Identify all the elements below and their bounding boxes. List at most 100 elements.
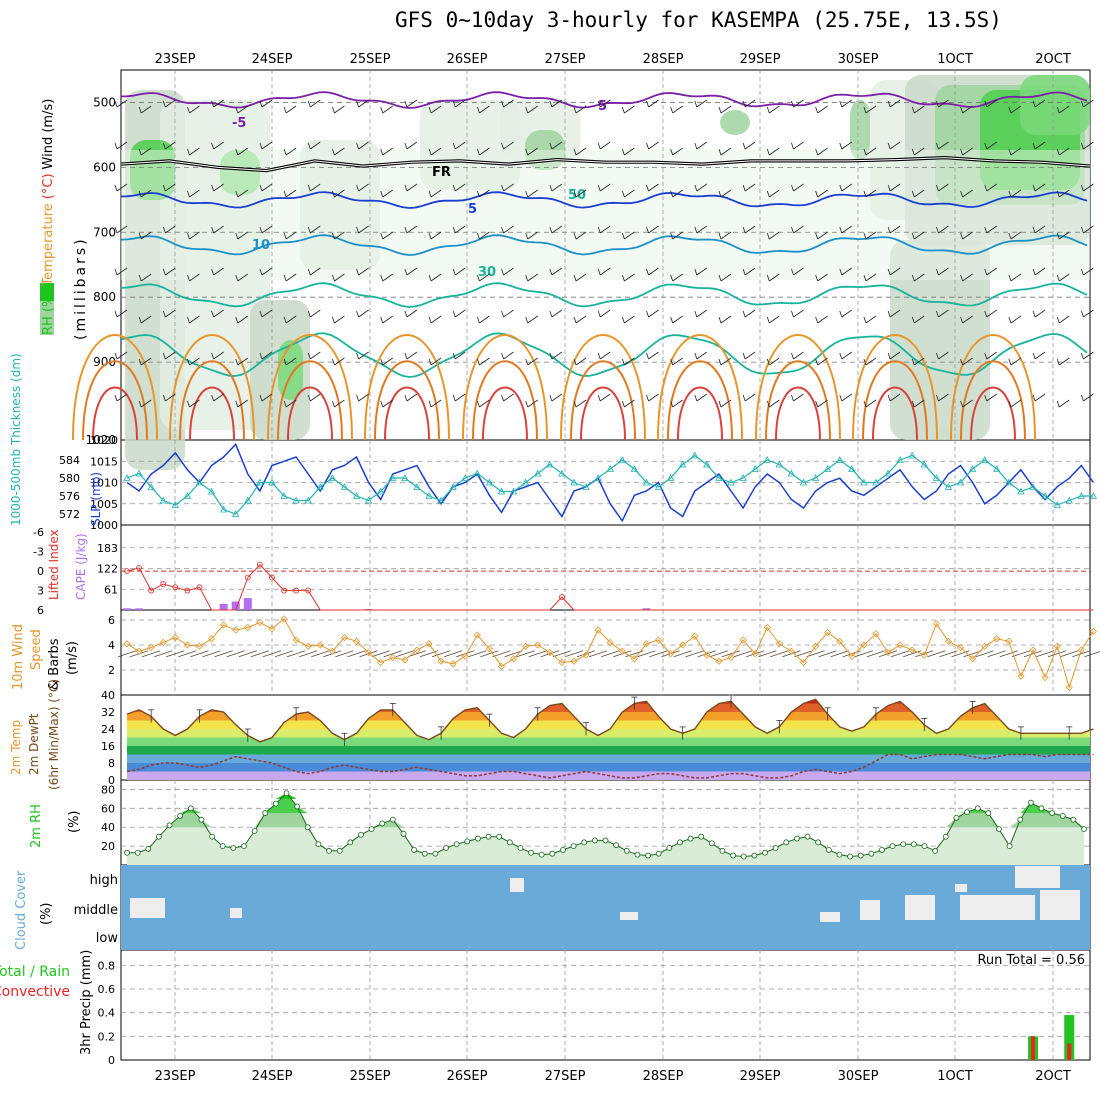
- temperature-isoline: [267, 334, 353, 441]
- wind-barb: [165, 99, 176, 108]
- wind-barb-flag: [525, 232, 529, 240]
- rh-area-band: [127, 793, 1084, 799]
- wind-speed-point: [389, 653, 397, 662]
- wind-barb-flag: [259, 184, 263, 192]
- wind-barb: [527, 315, 538, 324]
- wind-barb: [551, 225, 563, 234]
- date-label-top: 28SEP: [643, 52, 684, 67]
- wind-barb: [190, 650, 209, 658]
- wind-barb-flag: [863, 232, 867, 240]
- wind-barb: [213, 141, 224, 150]
- rh-point: [857, 852, 864, 859]
- wind-barb: [817, 315, 828, 324]
- thickness-point: [787, 469, 796, 477]
- temp-tick-label: 24: [101, 723, 115, 736]
- wind-barb: [551, 99, 563, 108]
- wind-barb-flag: [187, 148, 190, 156]
- wind-barb: [986, 393, 997, 402]
- wind-barb-flag: [621, 400, 625, 408]
- wind-barb: [1034, 225, 1046, 234]
- wind-barb: [358, 309, 369, 318]
- wind-barb: [889, 141, 901, 150]
- wind-speed-point: [993, 635, 1001, 643]
- wind-barb-flag: [307, 226, 311, 234]
- wind-barb: [1034, 309, 1046, 318]
- thickness-point: [594, 474, 602, 481]
- wind-speed-point: [703, 651, 711, 659]
- wind-speed-point: [534, 641, 542, 649]
- cape-bar: [135, 608, 144, 610]
- wind-barb: [986, 225, 997, 234]
- temp-tick-label: 8: [108, 757, 115, 770]
- wind-speed-point: [799, 658, 808, 667]
- wind-barb: [938, 141, 949, 150]
- wind-barb: [1072, 650, 1091, 658]
- wind-barb: [1059, 189, 1070, 198]
- wind-barb: [261, 351, 273, 360]
- contour-label: FR: [432, 165, 451, 180]
- wind-barb: [575, 315, 587, 324]
- wind-barb-flag: [791, 310, 794, 318]
- wind-barb-flag: [452, 226, 456, 234]
- cloud-patch: [955, 884, 967, 892]
- wind-barb: [697, 650, 716, 658]
- wind-barb-flag: [404, 100, 408, 108]
- wind-barb-flag: [670, 106, 674, 114]
- wind-barb: [358, 393, 369, 402]
- temperature-isoline: [72, 334, 158, 441]
- rh-tick-label: 60: [101, 802, 115, 815]
- date-label-top: 29SEP: [740, 52, 781, 67]
- frame-precip: [120, 949, 1091, 1061]
- wind-barb: [455, 141, 466, 150]
- wind-barb-flag: [573, 400, 577, 408]
- wind-barb: [430, 231, 442, 240]
- wind-barb-flag: [259, 142, 263, 150]
- rh-point: [1038, 805, 1045, 812]
- wind-barb: [430, 399, 442, 408]
- thickness-point: [836, 456, 844, 463]
- wind-barb: [455, 225, 466, 234]
- rh-unit-label: (%): [67, 811, 82, 834]
- wind-barb: [733, 650, 753, 658]
- rh-point: [953, 814, 960, 821]
- wind-barb: [648, 225, 659, 234]
- wind-barb: [938, 99, 949, 108]
- thickness-point: [1077, 492, 1085, 499]
- wind-speed-point: [618, 647, 626, 655]
- wind-barb-flag: [162, 268, 166, 276]
- wind-speed-point: [1065, 683, 1073, 692]
- precip-tick-label: 0.6: [98, 983, 116, 996]
- wind-barb-flag: [1056, 190, 1060, 198]
- wind-barb: [1010, 105, 1022, 114]
- wind-barb-flag: [162, 226, 166, 234]
- wind-barb: [1034, 351, 1046, 360]
- wind-barb-flag: [356, 184, 359, 192]
- thickness-point: [642, 478, 651, 486]
- thickness-point: [727, 478, 735, 486]
- date-label-bottom: 30SEP: [838, 1069, 879, 1084]
- wind-speed-point: [824, 628, 832, 637]
- wind-barb: [189, 147, 200, 156]
- wind-barb-flag: [839, 352, 843, 360]
- precip-ylabel: 3hr Precip (mm): [79, 950, 94, 1055]
- rh-point: [464, 838, 471, 845]
- wind-barb: [455, 309, 466, 318]
- wind-barb-flag: [332, 274, 335, 282]
- thickness-point: [1053, 501, 1061, 508]
- wind-barb-flag: [646, 394, 649, 402]
- wind-barb-flag: [718, 274, 722, 282]
- wind-barb-flag: [791, 394, 794, 402]
- wind-barb: [963, 650, 982, 658]
- wind-barb-flag: [235, 232, 239, 240]
- wind-speed-point: [606, 638, 614, 647]
- cloud-patch: [860, 900, 880, 920]
- li-point: [196, 584, 203, 591]
- wind-speed-point: [497, 662, 506, 670]
- rh-point: [1027, 799, 1034, 806]
- wind-barb: [310, 309, 321, 318]
- slp-thickness-panel: 572 576 580 584 1000 1005 1010 1015 1020 1000-500…: [9, 353, 1098, 532]
- wind-barb: [817, 189, 828, 198]
- wind-barb-flag: [887, 352, 891, 360]
- upper-air-panel: 500 600 700 800 900 1020 5 -5 FR 5 10 30 50 RH (%) Tem…: [40, 70, 1094, 470]
- wind-speed-point: [268, 625, 276, 633]
